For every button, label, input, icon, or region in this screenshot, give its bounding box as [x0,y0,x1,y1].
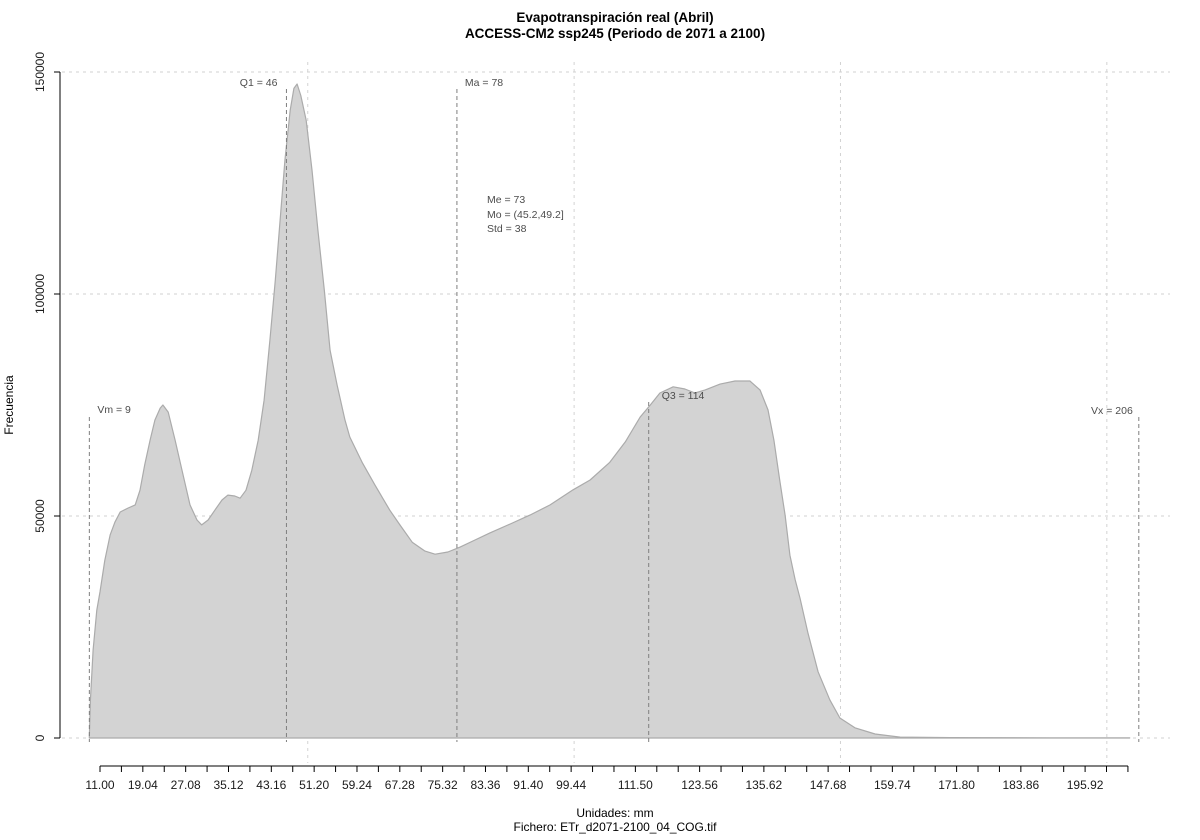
stats-box: Me = 73 Mo = (45.2,49.2] Std = 38 [487,193,564,237]
x-tick-label: 11.00 [85,778,115,792]
x-tick-label: 75.32 [427,778,458,792]
chart-title: Evapotranspiración real (Abril) [516,10,714,25]
stats-std: Std = 38 [487,223,527,235]
x-tick-label: 147.68 [809,778,847,792]
x-tick-label: 27.08 [170,778,201,792]
x-tick-label: 195.92 [1066,778,1104,792]
x-tick-label: 135.62 [745,778,783,792]
x-tick-label: 91.40 [513,778,544,792]
x-tick-label: 171.80 [938,778,975,792]
y-tick-label: 100000 [33,273,47,315]
y-tick-label: 0 [33,734,47,742]
x-tick-label: 111.50 [617,778,653,792]
chart-subtitle: ACCESS-CM2 ssp245 (Periodo de 2071 a 210… [464,26,766,41]
x-tick-label: 43.16 [256,778,287,792]
annotation-q3: Q3 = 114 [661,390,705,402]
caption-file: Fichero: ETr_d2071-2100_04_COG.tif [513,820,717,834]
annotation-q1: Q1 = 46 [239,77,278,89]
y-tick-label: 50000 [33,499,47,533]
x-tick-label: 159.74 [874,778,911,792]
stats-mode: Mo = (45.2,49.2] [487,208,564,221]
x-tick-label: 19.04 [127,778,158,792]
x-tick-label: 83.36 [470,778,501,792]
caption-units: Unidades: mm [576,806,654,820]
x-tick-label: 99.44 [556,778,587,792]
x-tick-label: 67.28 [384,778,415,792]
annotation-vm: Vm = 9 [97,404,131,416]
x-tick-label: 51.20 [299,778,330,792]
y-axis-title: Frecuencia [2,375,16,435]
x-tick-label: 35.12 [213,778,244,792]
y-tick-label: 150000 [33,51,47,93]
x-tick-label: 183.86 [1002,778,1040,792]
annotation-vx: Vx = 206 [1091,405,1133,417]
x-tick-label: 59.24 [341,778,372,792]
stats-median: Me = 73 [487,194,526,206]
annotation-ma: Ma = 78 [464,77,504,89]
x-tick-label: 123.56 [681,778,718,792]
density-area [88,83,1131,739]
